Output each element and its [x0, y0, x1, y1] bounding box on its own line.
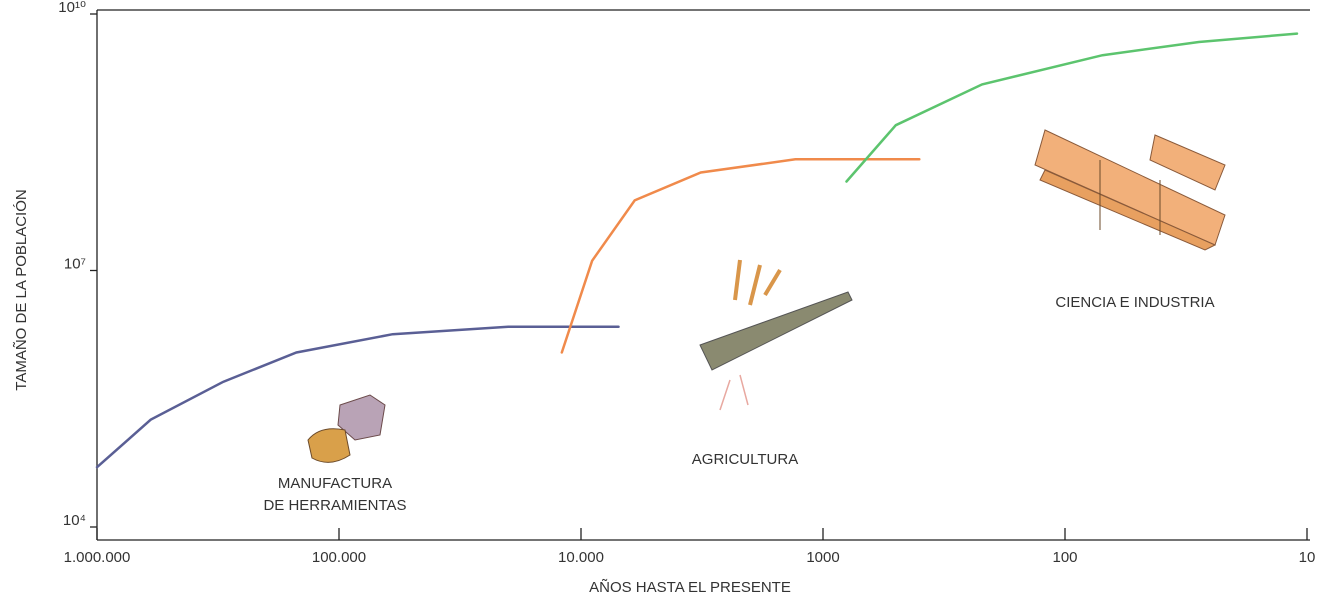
era-label: AGRICULTURA	[692, 451, 798, 468]
y-tick-label: 10⁷	[64, 255, 86, 272]
airplane-icon	[1035, 130, 1225, 250]
era-label: MANUFACTURA	[278, 475, 392, 492]
x-axis-label: AÑOS HASTA EL PRESENTE	[589, 579, 791, 596]
y-tick-label: 10¹⁰	[58, 0, 86, 16]
x-tick-label: 100.000	[312, 549, 366, 566]
population-curve	[562, 159, 920, 352]
era-label: DE HERRAMIENTAS	[263, 497, 406, 514]
x-tick-label: 1.000.000	[64, 549, 131, 566]
y-axis-label: TAMAÑO DE LA POBLACIÓN	[13, 189, 30, 390]
chart: AÑOS HASTA EL PRESENTE TAMAÑO DE LA POBL…	[0, 0, 1321, 600]
sickle-icon	[700, 260, 852, 410]
population-curve	[97, 327, 619, 468]
x-tick-label: 10.000	[558, 549, 604, 566]
stone-tool-icon	[308, 395, 385, 462]
x-tick-label: 1000	[806, 549, 839, 566]
x-tick-label: 10	[1299, 549, 1316, 566]
era-label: CIENCIA E INDUSTRIA	[1055, 294, 1214, 311]
x-tick-label: 100	[1052, 549, 1077, 566]
y-tick-label: 10⁴	[63, 512, 86, 529]
